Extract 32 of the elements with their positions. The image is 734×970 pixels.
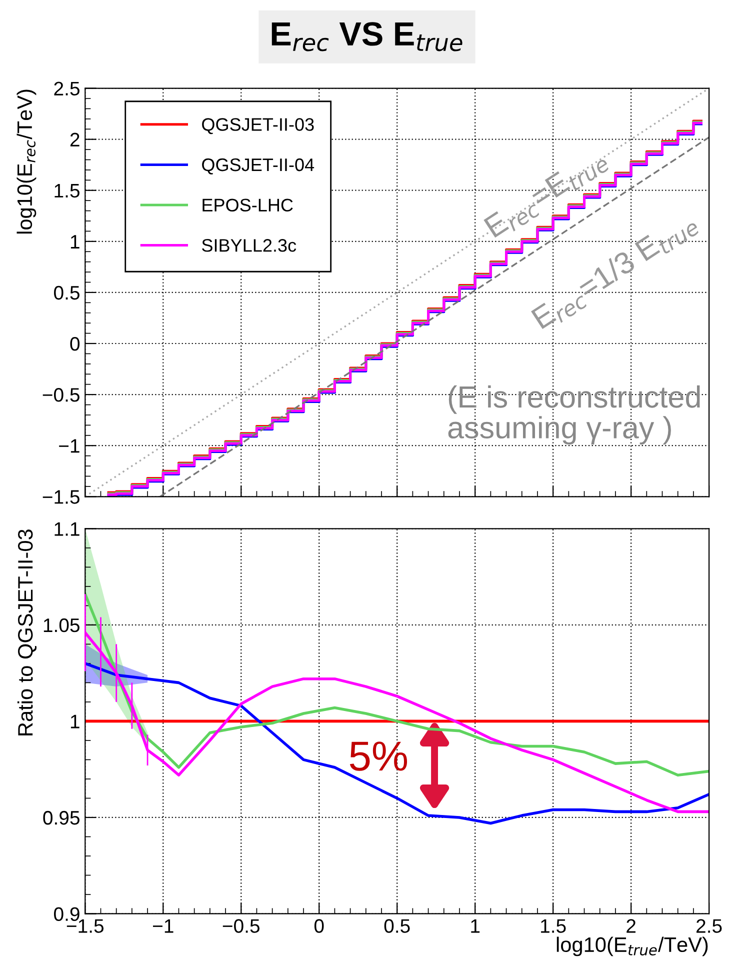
annotation: 5% bbox=[350, 742, 408, 771]
y-tick-label: −1.5 bbox=[42, 490, 80, 504]
y-tick-label: 2 bbox=[70, 132, 80, 146]
y-tick-label: 0.95 bbox=[43, 810, 80, 825]
y-axis-title: Ratio to QGSJET-II-03 bbox=[17, 530, 36, 736]
x-tick-label: 1 bbox=[471, 919, 480, 933]
y-tick-label: 1.1 bbox=[54, 522, 80, 536]
x-tick-label: −1 bbox=[153, 919, 174, 933]
y-tick-label: 1 bbox=[70, 714, 80, 728]
x-tick-label: 1.5 bbox=[541, 919, 566, 933]
y-tick-label: 0.9 bbox=[54, 907, 80, 921]
chart-title: E$_{rec}$ VS E$_{true}$ bbox=[272, 22, 462, 52]
x-tick-label: 2 bbox=[626, 919, 636, 933]
y-tick-label: 0 bbox=[70, 336, 80, 351]
y-tick-label: −1 bbox=[59, 439, 80, 453]
legend-label: QGSJET-II-03 bbox=[202, 118, 314, 134]
x-tick-label: 0 bbox=[314, 919, 324, 933]
x-tick-label: 2.5 bbox=[696, 919, 722, 933]
y-tick-label: 0.5 bbox=[54, 286, 80, 300]
y-tick-label: −0.5 bbox=[42, 388, 80, 402]
y-axis-title: log10(E$_{rec}$/TeV) bbox=[16, 90, 36, 234]
legend-label: EPOS-LHC bbox=[202, 198, 293, 212]
x-tick-label: −0.5 bbox=[222, 919, 260, 933]
annotation: (E is reconstructed assuming γ-ray ) bbox=[448, 385, 700, 445]
legend-label: SIBYLL2.3c bbox=[202, 239, 296, 252]
y-tick-label: 1.05 bbox=[44, 618, 80, 632]
x-tick-label: 0.5 bbox=[384, 919, 410, 933]
x-axis-title: log10(E$_{true}$/TeV) bbox=[556, 936, 708, 956]
y-tick-label: 2.5 bbox=[54, 82, 80, 96]
y-tick-label: 1.5 bbox=[54, 184, 80, 198]
legend-label: QGSJET-II-04 bbox=[202, 158, 314, 174]
y-tick-label: 1 bbox=[70, 235, 80, 248]
